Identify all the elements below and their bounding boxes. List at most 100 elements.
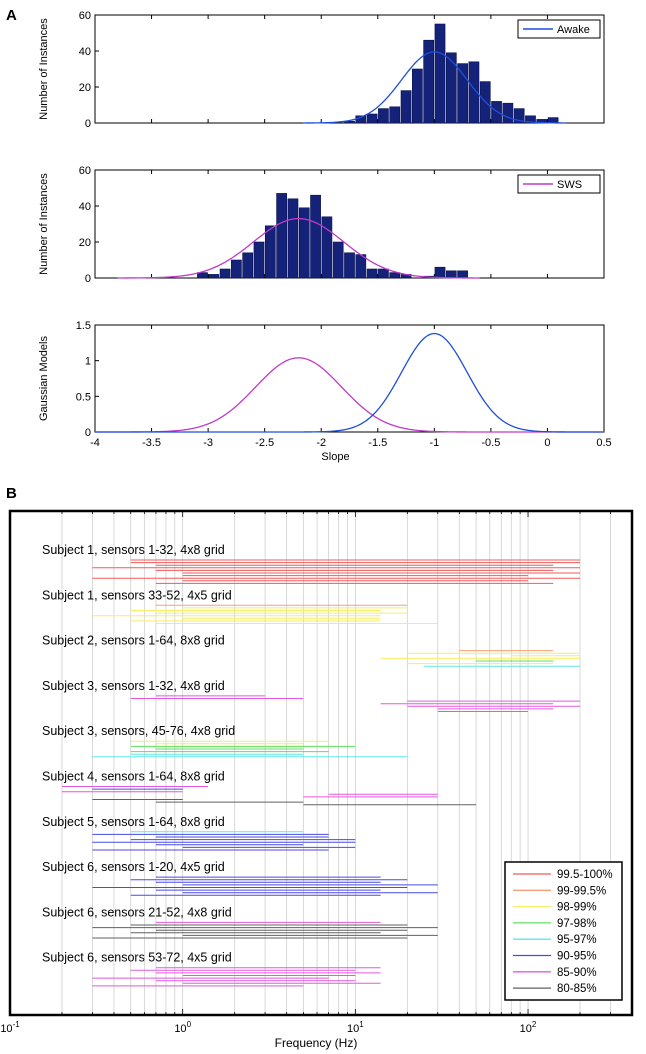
y-tick-label: 60 (79, 165, 91, 177)
y-tick-label: 20 (79, 82, 91, 94)
legend-label: 99.5-100% (557, 869, 613, 881)
histogram-bar (547, 117, 559, 124)
histogram-bar (400, 90, 412, 124)
histogram-sws: 0 20 40 60 Number of Instances SWS (38, 165, 605, 285)
subject-label: Subject 2, sensors 1-64, 8x8 grid (42, 634, 225, 648)
legend-label: 99-99.5% (557, 885, 606, 897)
y-axis-label: Gaussian Models (38, 336, 50, 421)
gaussian-fit-line (117, 217, 480, 279)
histogram-bar (310, 194, 321, 279)
x-tick-label: 0 (544, 437, 550, 449)
histogram-bar (231, 259, 242, 279)
histogram-bar (298, 207, 310, 279)
x-tick-label: -2.5 (255, 437, 274, 449)
y-axis-label: Number of Instances (38, 18, 50, 120)
legend-label: SWS (557, 179, 582, 191)
subject-label: Subject 6, sensors 53-72, 4x5 grid (42, 951, 232, 965)
y-tick-label: 0 (85, 118, 91, 130)
x-tick-label: -4 (90, 437, 100, 449)
legend-label: 97-98% (557, 918, 597, 930)
gaussian-models-chart: 0 0.5 1 1.5 Gaussian Models -4 -3.5 -3 -2.5 -2 -1.… (38, 320, 612, 463)
histogram-bar (378, 108, 389, 124)
subject-label: Subject 3, sensors, 45-76, 4x8 grid (42, 724, 235, 738)
subject-label: Subject 1, sensors 1-32, 4x8 grid (42, 543, 225, 557)
y-tick-label: 60 (79, 10, 91, 22)
subject-label: Subject 4, sensors 1-64, 8x8 grid (42, 770, 225, 784)
histogram-bar (208, 274, 220, 279)
x-tick-label: 102 (520, 1020, 537, 1035)
legend: Awake (517, 19, 601, 39)
histogram-bar (389, 272, 401, 279)
y-tick-label: 0 (85, 427, 91, 439)
histogram-bar (525, 115, 536, 124)
histogram-bar (264, 225, 276, 279)
histogram-bar (445, 270, 457, 279)
x-tick-label: 0.5 (596, 437, 611, 449)
x-tick-label: -0.5 (481, 437, 500, 449)
histogram-bar (287, 198, 299, 279)
plot-frame (94, 324, 605, 433)
subject-label: Subject 6, sensors 21-52, 4x8 grid (42, 905, 232, 919)
x-tick-label: -2 (316, 437, 326, 449)
histogram-bar (276, 193, 287, 279)
histogram-bar (378, 268, 389, 279)
histogram-bar (434, 23, 446, 124)
x-tick-label: 10-1 (0, 1020, 20, 1035)
histogram-bar (242, 252, 254, 279)
subject-label: Subject 6, sensors 1-20, 4x5 grid (42, 860, 225, 874)
x-tick-label: -1 (429, 437, 439, 449)
frequency-range-chart: Subject 1, sensors 1-32, 4x8 grid Subject… (0, 509, 634, 1050)
histogram-bar (412, 68, 423, 124)
gaussian-curve-sws (95, 357, 604, 433)
histogram-bar (468, 61, 480, 124)
legend-label: 98-99% (557, 902, 597, 914)
legend: 99.5-100% 99-99.5% 98-99% 97-98% 95-97% 90-95… (504, 861, 623, 1001)
legend: SWS (517, 174, 601, 194)
histogram-bar (389, 106, 401, 124)
legend-label: Awake (557, 24, 590, 36)
histogram-bar (491, 101, 502, 124)
histogram-bar (344, 252, 355, 279)
histogram-bar (332, 241, 344, 279)
histogram-bar (457, 270, 468, 279)
histogram-bar (434, 266, 446, 279)
y-tick-label: 1 (85, 356, 91, 368)
x-tick-label: -3 (203, 437, 213, 449)
subject-label: Subject 3, sensors 1-32, 4x8 grid (42, 679, 225, 693)
legend-box (517, 174, 601, 194)
legend-box (517, 19, 601, 39)
panel-label-a: A (6, 7, 17, 24)
y-tick-label: 0.5 (76, 391, 91, 403)
y-tick-label: 20 (79, 237, 91, 249)
subject-label: Subject 1, sensors 33-52, 4x5 grid (42, 588, 232, 602)
histogram-bar (366, 268, 378, 279)
y-tick-label: 0 (85, 273, 91, 285)
histogram-bar (344, 120, 355, 124)
legend-label: 80-85% (557, 983, 597, 995)
x-axis-label: Frequency (Hz) (275, 1036, 358, 1050)
legend-box (504, 861, 623, 1001)
histogram-bar (513, 108, 525, 124)
x-tick-label: -3.5 (142, 437, 161, 449)
gaussian-curve-awake (95, 332, 604, 433)
y-tick-label: 40 (79, 46, 91, 58)
histogram-bar (197, 272, 208, 279)
histogram-bar (423, 39, 435, 124)
x-tick-label: 101 (347, 1020, 364, 1035)
histogram-bar (502, 102, 514, 124)
x-tick-label: 100 (174, 1020, 191, 1035)
histogram-bar (457, 63, 468, 124)
histogram-bar (321, 216, 333, 279)
histogram-awake: 0 20 40 60 Number of Instances Awake (38, 10, 605, 130)
x-tick-label: -1.5 (368, 437, 387, 449)
y-tick-label: 1.5 (76, 320, 91, 332)
legend-label: 90-95% (557, 951, 597, 963)
y-axis-label: Number of Instances (38, 173, 50, 275)
gaussian-fit-line (303, 51, 566, 124)
histogram-bar (219, 268, 231, 279)
histogram-bar (445, 52, 457, 124)
histogram-bar (253, 241, 265, 279)
panel-label-b: B (6, 485, 17, 502)
legend-label: 85-90% (557, 967, 597, 979)
